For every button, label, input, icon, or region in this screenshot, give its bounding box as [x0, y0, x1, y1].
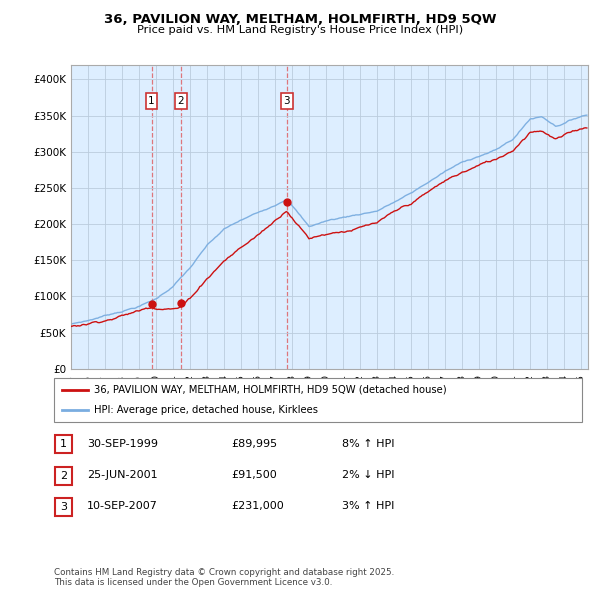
Text: 3% ↑ HPI: 3% ↑ HPI: [342, 502, 394, 511]
Text: 2% ↓ HPI: 2% ↓ HPI: [342, 470, 395, 480]
Text: £89,995: £89,995: [231, 439, 277, 448]
Text: 25-JUN-2001: 25-JUN-2001: [87, 470, 158, 480]
Text: HPI: Average price, detached house, Kirklees: HPI: Average price, detached house, Kirk…: [94, 405, 317, 415]
Text: 8% ↑ HPI: 8% ↑ HPI: [342, 439, 395, 448]
Text: 1: 1: [60, 440, 67, 449]
Text: £231,000: £231,000: [231, 502, 284, 511]
Text: £91,500: £91,500: [231, 470, 277, 480]
Text: 2: 2: [178, 96, 184, 106]
Text: 3: 3: [60, 502, 67, 512]
Text: 36, PAVILION WAY, MELTHAM, HOLMFIRTH, HD9 5QW (detached house): 36, PAVILION WAY, MELTHAM, HOLMFIRTH, HD…: [94, 385, 446, 395]
Text: 1: 1: [148, 96, 155, 106]
Text: Price paid vs. HM Land Registry's House Price Index (HPI): Price paid vs. HM Land Registry's House …: [137, 25, 463, 35]
Text: 3: 3: [283, 96, 290, 106]
Text: 30-SEP-1999: 30-SEP-1999: [87, 439, 158, 448]
Text: 2: 2: [60, 471, 67, 480]
Text: 10-SEP-2007: 10-SEP-2007: [87, 502, 158, 511]
Text: 36, PAVILION WAY, MELTHAM, HOLMFIRTH, HD9 5QW: 36, PAVILION WAY, MELTHAM, HOLMFIRTH, HD…: [104, 13, 496, 26]
Text: Contains HM Land Registry data © Crown copyright and database right 2025.
This d: Contains HM Land Registry data © Crown c…: [54, 568, 394, 587]
